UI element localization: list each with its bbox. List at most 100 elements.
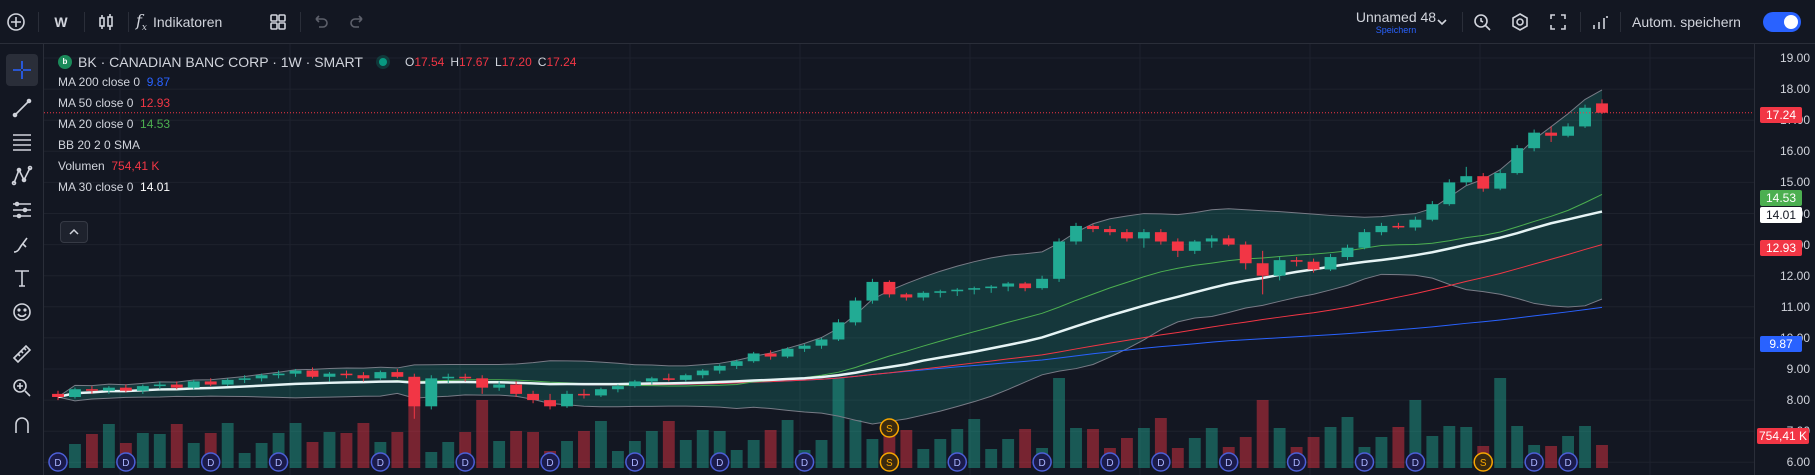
candle-body <box>238 378 251 380</box>
candle-body <box>1036 278 1049 289</box>
add-symbol-button[interactable] <box>2 8 30 36</box>
candle-body <box>374 372 387 379</box>
indicator-ma30[interactable]: MA 30 close 0 14.01 <box>58 180 170 194</box>
volume-bar <box>1528 445 1541 468</box>
fullscreen-icon <box>1550 14 1566 30</box>
snapshot-button[interactable] <box>1586 8 1614 36</box>
volume-bar <box>628 441 641 468</box>
candle-body <box>1392 225 1405 228</box>
indicator-bb[interactable]: BB 20 2 0 SMA <box>58 138 140 152</box>
marker-letter: D <box>377 458 384 469</box>
volume-bar <box>408 378 421 468</box>
layout-name-button[interactable]: Unnamed 48 Speichern <box>1336 6 1456 38</box>
text-tool[interactable] <box>6 262 38 294</box>
candle-body <box>1545 132 1558 136</box>
volume-bar <box>1290 447 1303 468</box>
candle-body <box>1494 173 1507 189</box>
collapse-legend-button[interactable] <box>60 221 88 243</box>
candle-body <box>1358 232 1371 248</box>
autosave-toggle[interactable] <box>1762 8 1802 36</box>
price-tick: 12.00 <box>1779 268 1810 283</box>
pattern-tool[interactable] <box>6 160 38 192</box>
interval-button[interactable]: W <box>54 14 68 30</box>
volume-bar <box>1104 448 1116 468</box>
ma30-badge: 14.01 <box>1760 207 1802 223</box>
dividend-marker <box>1354 452 1375 472</box>
marker-letter: S <box>886 458 893 469</box>
undo-button[interactable] <box>306 8 334 36</box>
zoom-tool[interactable] <box>6 372 38 404</box>
bollinger-bands <box>57 89 1603 425</box>
dividend-marker <box>794 452 815 472</box>
candle-body <box>1188 241 1201 251</box>
marker-letter: S <box>1480 458 1487 469</box>
volume-bar <box>340 433 353 468</box>
emoji-tool[interactable] <box>6 296 38 328</box>
volume-bar <box>306 442 319 468</box>
volume-bar <box>578 431 590 468</box>
split-marker <box>879 418 900 438</box>
indicator-volume[interactable]: Volumen 754,41 K <box>58 159 159 173</box>
layouts-button[interactable] <box>264 8 292 36</box>
low-label: L <box>495 55 502 69</box>
redo-button[interactable] <box>344 8 372 36</box>
candle-body <box>951 289 964 292</box>
settings-button[interactable] <box>1506 8 1534 36</box>
marker-letter: D <box>462 458 469 469</box>
marker-letter: D <box>801 458 808 469</box>
candle-body <box>52 393 64 397</box>
crosshair-tool[interactable] <box>6 54 38 86</box>
volume-bar <box>204 433 217 468</box>
volume-bar <box>1120 438 1133 468</box>
last-price-badge: 17.24 <box>1760 107 1802 123</box>
candle-body <box>1511 148 1524 174</box>
candle-body <box>119 387 132 391</box>
divider <box>84 12 85 32</box>
indicators-button[interactable]: fx Indikatoren <box>136 8 226 36</box>
candle-body <box>1477 176 1490 189</box>
candle-body <box>611 386 624 390</box>
marker-letter: D <box>1361 458 1368 469</box>
volume-bar <box>1070 428 1082 468</box>
volume-bar <box>611 451 624 468</box>
candlesticks <box>52 99 1608 419</box>
forecast-tool[interactable] <box>6 194 38 226</box>
brush-tool[interactable] <box>6 228 38 260</box>
brush-icon <box>13 237 28 253</box>
indicator-ma20[interactable]: MA 20 close 0 14.53 <box>58 117 170 131</box>
fib-tool[interactable] <box>6 126 38 158</box>
volume-bar <box>747 440 760 468</box>
layout-dropdown-button[interactable] <box>1428 8 1456 36</box>
volume-bar <box>459 432 472 468</box>
volume-bar <box>442 442 455 468</box>
candle-body <box>1070 225 1082 242</box>
price-tick: 8.00 <box>1786 393 1810 408</box>
dividend-marker <box>1100 452 1120 472</box>
indicator-ma200[interactable]: MA 200 close 0 9.87 <box>58 75 170 89</box>
measure-tool[interactable] <box>6 338 38 370</box>
candle-body <box>1562 126 1575 136</box>
ma200-badge: 9.87 <box>1760 336 1802 352</box>
candle-body <box>849 300 862 323</box>
symbol-legend[interactable]: b BK · CANADIAN BANC CORP · 1W · SMART O… <box>58 54 576 70</box>
candle-body <box>1273 260 1286 276</box>
volume-bar <box>1053 378 1065 468</box>
candle-body <box>883 281 896 295</box>
magnet-tool[interactable] <box>6 408 38 440</box>
volume-bar <box>1087 429 1099 468</box>
indicator-ma50[interactable]: MA 50 close 0 12.93 <box>58 96 170 110</box>
volume-bar <box>476 400 489 468</box>
quick-search-button[interactable] <box>1468 8 1496 36</box>
bar-chart-icon <box>1593 16 1608 29</box>
candle-body <box>1154 232 1167 242</box>
volume-bar <box>119 443 132 468</box>
volume-bar <box>323 432 336 468</box>
undo-icon <box>315 15 328 28</box>
chart-type-button[interactable] <box>92 8 120 36</box>
volume-bar <box>900 430 913 468</box>
dividend-marker <box>1405 452 1426 472</box>
indicator-name: MA 50 close 0 <box>58 96 134 110</box>
split-marker <box>1473 452 1493 472</box>
fullscreen-button[interactable] <box>1544 8 1572 36</box>
trendline-tool[interactable] <box>6 92 38 124</box>
